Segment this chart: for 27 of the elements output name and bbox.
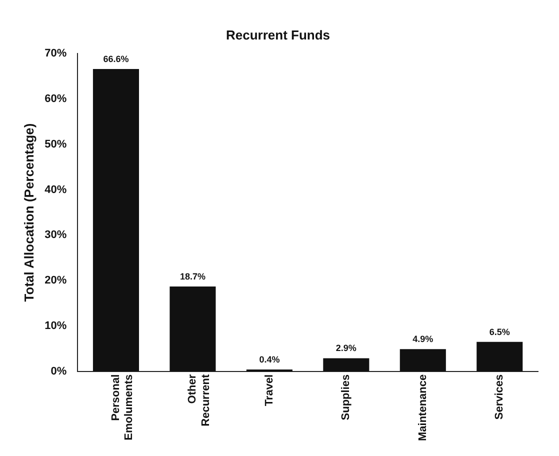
y-tick-label: 60%	[44, 93, 67, 106]
x-tick-label: Supplies	[340, 374, 352, 420]
y-axis-title: Total Allocation (Percentage)	[21, 123, 36, 302]
bar	[476, 342, 523, 372]
bar	[323, 358, 370, 372]
data-label: 4.9%	[412, 334, 434, 344]
y-tick-label: 20%	[44, 274, 67, 287]
y-tick-label: 10%	[44, 320, 67, 332]
y-tick-label: 0%	[50, 365, 67, 378]
x-tick-label: Other Recurrent	[186, 374, 212, 426]
bar	[400, 349, 446, 372]
y-tick-label: 40%	[44, 184, 67, 196]
data-label: 6.5%	[489, 326, 510, 337]
bar	[92, 69, 139, 372]
data-label: 66.6%	[103, 54, 129, 64]
chart-title: Recurrent Funds	[226, 27, 330, 42]
data-label: 18.7%	[180, 271, 206, 282]
bar	[170, 286, 216, 372]
y-tick-label: 30%	[44, 229, 67, 242]
x-tick-label: Personal Emoluments	[110, 374, 136, 440]
y-tick-label: 50%	[44, 138, 67, 150]
x-tick-label: Maintenance	[416, 374, 429, 442]
x-tick-label: Travel	[263, 374, 276, 406]
data-label: 2.9%	[336, 343, 356, 354]
x-tick-label: Services	[494, 374, 506, 420]
y-tick-label: 70%	[44, 48, 67, 60]
data-label: 0.4%	[259, 354, 280, 365]
